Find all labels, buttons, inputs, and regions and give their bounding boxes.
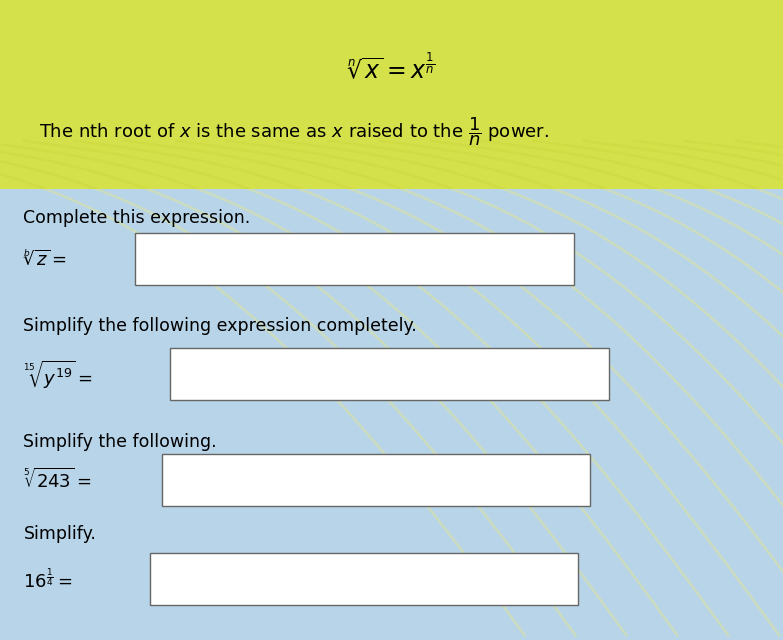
FancyBboxPatch shape [0,0,783,189]
FancyBboxPatch shape [135,234,574,285]
Text: $\sqrt[b]{z}=$: $\sqrt[b]{z}=$ [23,250,67,269]
Text: Simplify the following expression completely.: Simplify the following expression comple… [23,317,417,335]
Text: $\sqrt[15]{y^{19}} =$: $\sqrt[15]{y^{19}} =$ [23,358,93,390]
FancyBboxPatch shape [170,348,609,401]
Text: Simplify.: Simplify. [23,525,96,543]
Text: Complete this expression.: Complete this expression. [23,209,251,227]
Text: The nth root of $x$ is the same as $x$ raised to the $\dfrac{1}{n}$ power.: The nth root of $x$ is the same as $x$ r… [39,115,549,148]
Text: Simplify the following.: Simplify the following. [23,433,217,451]
FancyBboxPatch shape [150,553,578,605]
FancyBboxPatch shape [162,454,590,506]
Text: $\sqrt[5]{243} =$: $\sqrt[5]{243} =$ [23,468,92,492]
Text: $\sqrt[n]{x} = x^{\frac{1}{n}}$: $\sqrt[n]{x} = x^{\frac{1}{n}}$ [348,52,435,83]
Text: $16^{\frac{1}{4}} =$: $16^{\frac{1}{4}} =$ [23,567,73,591]
